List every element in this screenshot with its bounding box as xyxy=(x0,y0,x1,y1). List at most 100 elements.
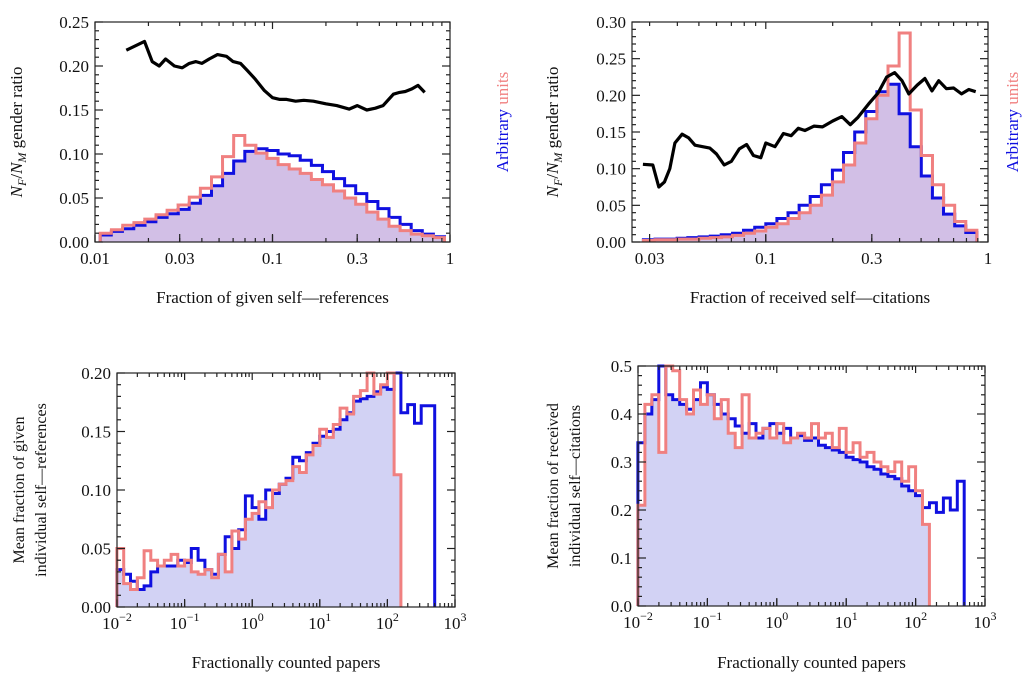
y-tick-label: 0.20 xyxy=(59,57,89,76)
x-tick-base: 10 xyxy=(693,613,710,632)
y-tick-label: 0.5 xyxy=(611,357,632,376)
histogram-pink-series xyxy=(98,134,446,242)
x-tick-exponent: −2 xyxy=(640,609,653,623)
x-axis-label: Fractionally counted papers xyxy=(717,653,906,672)
x-tick-label: 100 xyxy=(765,609,788,632)
y-tick-label: 0.20 xyxy=(596,86,626,105)
x-tick-label: 0.1 xyxy=(262,249,283,268)
x-tick-label: 1 xyxy=(984,249,993,268)
gender-ratio-line xyxy=(125,39,426,112)
y-axis-label-line: Mean fraction of received xyxy=(545,403,562,569)
x-tick-label: 10−2 xyxy=(102,610,132,633)
x-tick-exponent: 3 xyxy=(461,610,467,624)
x-tick-base: 10 xyxy=(241,614,258,633)
x-tick-label: 10−1 xyxy=(170,610,200,633)
histogram-pink-series xyxy=(115,371,403,607)
x-tick-label: 0.3 xyxy=(347,249,368,268)
x-tick-exponent: −2 xyxy=(119,610,132,624)
x-tick-base: 10 xyxy=(765,613,782,632)
y-tick-label: 0.05 xyxy=(81,540,111,559)
x-tick-label: 0.03 xyxy=(165,249,195,268)
x-tick-label: 103 xyxy=(444,610,467,633)
x-tick-label: 101 xyxy=(308,610,331,633)
y2-axis-label: Arbitrary units xyxy=(1003,72,1022,173)
x-tick-label: 10−1 xyxy=(693,609,723,632)
y-label-nf: N xyxy=(543,184,562,198)
y-label-sub-m: M xyxy=(15,152,29,164)
histogram-pink-series xyxy=(636,364,931,606)
panel-mean-received-self-citations: 10−2 10−1 100 101 102 1030.00.10.20.30.40.5Fr… xyxy=(545,357,997,672)
y-tick-label: 0.20 xyxy=(81,364,111,383)
x-tick-exponent: 1 xyxy=(852,609,858,623)
x-tick-label: 100 xyxy=(241,610,264,633)
y-label-sub-f: F xyxy=(551,178,565,187)
panel-mean-given-self-references: 10−2 10−1 100 101 102 1030.000.050.100.150.20… xyxy=(11,364,467,672)
y-label-slash: / xyxy=(543,174,562,179)
y-tick-label: 0.15 xyxy=(596,123,626,142)
y-label-sub-m: M xyxy=(551,152,565,164)
y-label-slash: / xyxy=(7,174,26,179)
overlap-fill xyxy=(643,84,977,242)
y-tick-label: 0.10 xyxy=(59,145,89,164)
panel-received-self-citations: 0.03 0.1 0.3 1 0.00 0.05 0.10 0.15 0.20 0.25 0.30 F… xyxy=(543,13,1022,307)
x-tick-exponent: 3 xyxy=(991,609,997,623)
overlap-fill xyxy=(100,151,445,242)
y-tick-label: 0.10 xyxy=(596,160,626,179)
x-tick-exponent: 0 xyxy=(258,610,264,624)
x-tick-label: 103 xyxy=(974,609,997,632)
x-tick-exponent: 1 xyxy=(325,610,331,624)
x-tick-base: 10 xyxy=(102,614,119,633)
x-tick-label: 0.03 xyxy=(635,249,665,268)
x-tick-base: 10 xyxy=(623,613,640,632)
y-axis-label: NF/NM gender ratio xyxy=(7,67,29,199)
plot-frame xyxy=(637,365,986,607)
y-label-nf: N xyxy=(7,184,26,198)
x-tick-base: 10 xyxy=(974,613,991,632)
y-tick-label: 0.1 xyxy=(611,549,632,568)
panel-given-self-references: 0.01 0.03 0.1 0.3 1 0.00 0.05 0.10 0.15 0.20 0.25 F… xyxy=(7,13,512,307)
y-tick-label: 0.15 xyxy=(59,101,89,120)
y-label-nm: N xyxy=(7,161,26,175)
y-tick-label: 0.0 xyxy=(611,597,632,616)
y2-label-arbitrary: Arbitrary xyxy=(1003,109,1022,173)
y-tick-label: 0.10 xyxy=(81,481,111,500)
x-tick-exponent: 2 xyxy=(393,610,399,624)
y-axis-label-line: individual self—references xyxy=(33,403,50,577)
y-tick-label: 0.3 xyxy=(611,453,632,472)
x-axis-label: Fraction of given self—references xyxy=(156,288,389,307)
x-tick-exponent: −1 xyxy=(710,609,723,623)
x-tick-exponent: 0 xyxy=(782,609,788,623)
y-tick-label: 0.00 xyxy=(81,598,111,617)
y-tick-label: 0.30 xyxy=(596,13,626,32)
x-axis-label: Fractionally counted papers xyxy=(192,653,381,672)
x-tick-exponent: −1 xyxy=(187,610,200,624)
overlap-fill xyxy=(116,387,401,607)
y-label-rest: gender ratio xyxy=(543,67,562,153)
overlap-fill xyxy=(637,394,930,606)
y-label-nm: N xyxy=(543,161,562,175)
y-tick-label: 0.00 xyxy=(596,233,626,252)
x-tick-label: 102 xyxy=(376,610,399,633)
y2-label-arbitrary: Arbitrary xyxy=(493,109,512,173)
x-tick-base: 10 xyxy=(308,614,325,633)
y-axis-label: NF/NM gender ratio xyxy=(543,67,565,199)
x-tick-base: 10 xyxy=(444,614,461,633)
x-tick-base: 10 xyxy=(835,613,852,632)
y-tick-label: 0.2 xyxy=(611,501,632,520)
y-label-sub-f: F xyxy=(15,178,29,187)
y2-label-units: units xyxy=(1003,72,1022,109)
y2-label-units: units xyxy=(493,72,512,109)
y-tick-label: 0.15 xyxy=(81,423,111,442)
x-axis-label: Fraction of received self—citations xyxy=(690,288,930,307)
x-tick-label: 1 xyxy=(446,249,455,268)
x-tick-base: 10 xyxy=(376,614,393,633)
y2-axis-label: Arbitrary units xyxy=(493,72,512,173)
y-tick-label: 0.4 xyxy=(611,405,633,424)
x-tick-base: 10 xyxy=(170,614,187,633)
y-axis-label-line: Mean fraction of given xyxy=(11,416,28,563)
y-tick-label: 0.00 xyxy=(59,233,89,252)
y-axis-label-line: individual self—citations xyxy=(567,405,584,567)
x-tick-label: 0.3 xyxy=(861,249,882,268)
x-tick-exponent: 2 xyxy=(921,609,927,623)
